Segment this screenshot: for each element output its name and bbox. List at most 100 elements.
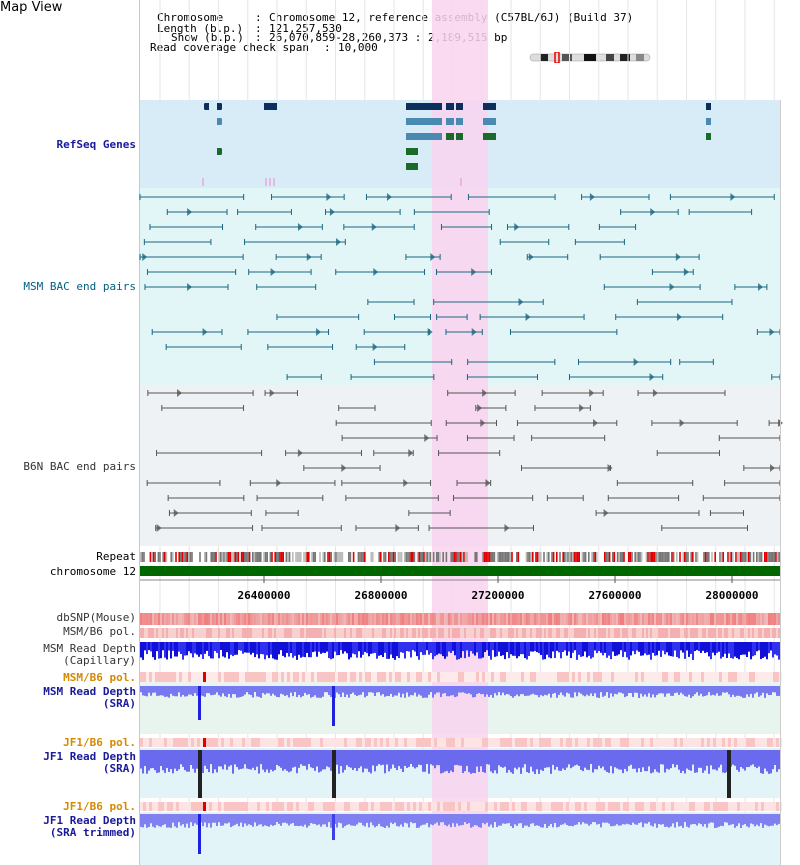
chromosome-ideogram[interactable] bbox=[528, 52, 652, 63]
pol-mark bbox=[282, 628, 284, 638]
pol-mark bbox=[202, 628, 204, 638]
pol-mark bbox=[155, 672, 158, 682]
pol-mark bbox=[620, 628, 622, 638]
depth-bar bbox=[476, 642, 478, 653]
repeat-mark bbox=[559, 552, 561, 562]
pol-mark bbox=[712, 628, 714, 638]
depth-bar bbox=[368, 750, 370, 772]
depth-bar bbox=[322, 750, 324, 770]
pol-mark bbox=[530, 672, 533, 682]
dbsnp-mark bbox=[672, 613, 674, 625]
pol-mark bbox=[632, 738, 635, 747]
dbsnp-mark bbox=[474, 613, 476, 625]
bac-end bbox=[683, 268, 689, 276]
depth-bar bbox=[142, 814, 144, 828]
repeat-mark bbox=[370, 552, 372, 562]
repeat-mark bbox=[576, 552, 579, 562]
pol-mark bbox=[632, 672, 635, 682]
depth-spike bbox=[198, 750, 202, 798]
pol-mark bbox=[768, 628, 770, 638]
show-sep: : bbox=[255, 31, 262, 44]
pol-mark bbox=[716, 802, 719, 811]
pol-mark bbox=[686, 628, 688, 638]
repeat-mark bbox=[335, 552, 337, 562]
bac-end bbox=[514, 223, 520, 231]
depth-bar bbox=[594, 750, 596, 770]
bac-end bbox=[371, 223, 377, 231]
depth-bar bbox=[742, 686, 744, 698]
repeat-mark bbox=[330, 552, 332, 562]
depth-bar bbox=[746, 642, 748, 658]
dbsnp-mark bbox=[630, 613, 632, 625]
depth-bar bbox=[272, 642, 274, 659]
depth-bar bbox=[318, 750, 320, 773]
pol-mark bbox=[284, 672, 287, 682]
repeat-mark bbox=[740, 552, 742, 562]
pol-mark bbox=[454, 628, 456, 638]
depth-bar bbox=[764, 750, 766, 769]
bac-end bbox=[471, 268, 477, 276]
pol-mark bbox=[674, 628, 676, 638]
depth-bar bbox=[234, 686, 236, 695]
dbsnp-mark bbox=[430, 613, 432, 625]
depth-bar bbox=[606, 642, 608, 658]
pol-mark bbox=[161, 672, 164, 682]
depth-bar bbox=[192, 750, 194, 769]
depth-bar bbox=[186, 750, 188, 772]
repeat-mark bbox=[666, 552, 668, 562]
repeat-mark bbox=[535, 552, 537, 562]
depth-bar bbox=[406, 686, 408, 693]
dbsnp-mark bbox=[380, 613, 382, 625]
depth-bar bbox=[250, 686, 252, 695]
pol-mark bbox=[300, 628, 302, 638]
depth-bar bbox=[774, 750, 776, 765]
depth-bar bbox=[612, 750, 614, 774]
pol-mark bbox=[392, 738, 395, 747]
pol-mark bbox=[158, 802, 161, 811]
dbsnp-mark bbox=[324, 613, 326, 625]
pol-mark bbox=[566, 672, 569, 682]
depth-bar bbox=[330, 750, 332, 771]
pol-mark bbox=[668, 738, 671, 747]
depth-bar bbox=[176, 686, 178, 697]
track-label-msm-bac[interactable]: MSM BAC end pairs bbox=[23, 280, 136, 293]
pol-mark bbox=[671, 802, 674, 811]
depth-bar bbox=[158, 642, 160, 659]
repeat-mark bbox=[776, 552, 779, 562]
depth-bar bbox=[550, 686, 552, 698]
repeat-mark bbox=[564, 552, 566, 562]
pol-mark bbox=[251, 738, 254, 747]
depth-bar bbox=[470, 642, 472, 652]
pol-mark bbox=[224, 802, 227, 811]
dbsnp-mark bbox=[272, 613, 274, 625]
pol-mark bbox=[692, 672, 695, 682]
pol-mark bbox=[762, 628, 764, 638]
bac-end bbox=[173, 509, 179, 517]
depth-bar bbox=[490, 750, 492, 772]
repeat-mark bbox=[252, 552, 254, 562]
depth-bar bbox=[534, 814, 536, 826]
gene-mark bbox=[406, 133, 411, 140]
depth-bar bbox=[146, 686, 148, 697]
depth-bar bbox=[670, 642, 672, 657]
depth-bar bbox=[622, 642, 624, 657]
pol-mark bbox=[431, 672, 434, 682]
repeat-mark bbox=[186, 552, 188, 562]
pol-mark bbox=[494, 628, 496, 638]
depth-bar bbox=[576, 686, 578, 697]
depth-bar bbox=[302, 686, 304, 697]
pol-mark bbox=[368, 802, 371, 811]
depth-bar bbox=[318, 814, 320, 825]
track-label-refseq[interactable]: RefSeq Genes bbox=[56, 138, 136, 151]
depth-bar bbox=[720, 642, 722, 659]
gene-mark bbox=[406, 148, 418, 155]
dbsnp-mark bbox=[142, 613, 144, 625]
track-label-b6n-bac[interactable]: B6N BAC end pairs bbox=[23, 460, 136, 473]
pol-mark bbox=[149, 802, 152, 811]
depth-bar bbox=[498, 814, 500, 826]
pol-mark bbox=[588, 628, 590, 638]
pol-mark bbox=[647, 738, 650, 747]
depth-bar bbox=[288, 814, 290, 826]
pol-mark bbox=[335, 672, 338, 682]
